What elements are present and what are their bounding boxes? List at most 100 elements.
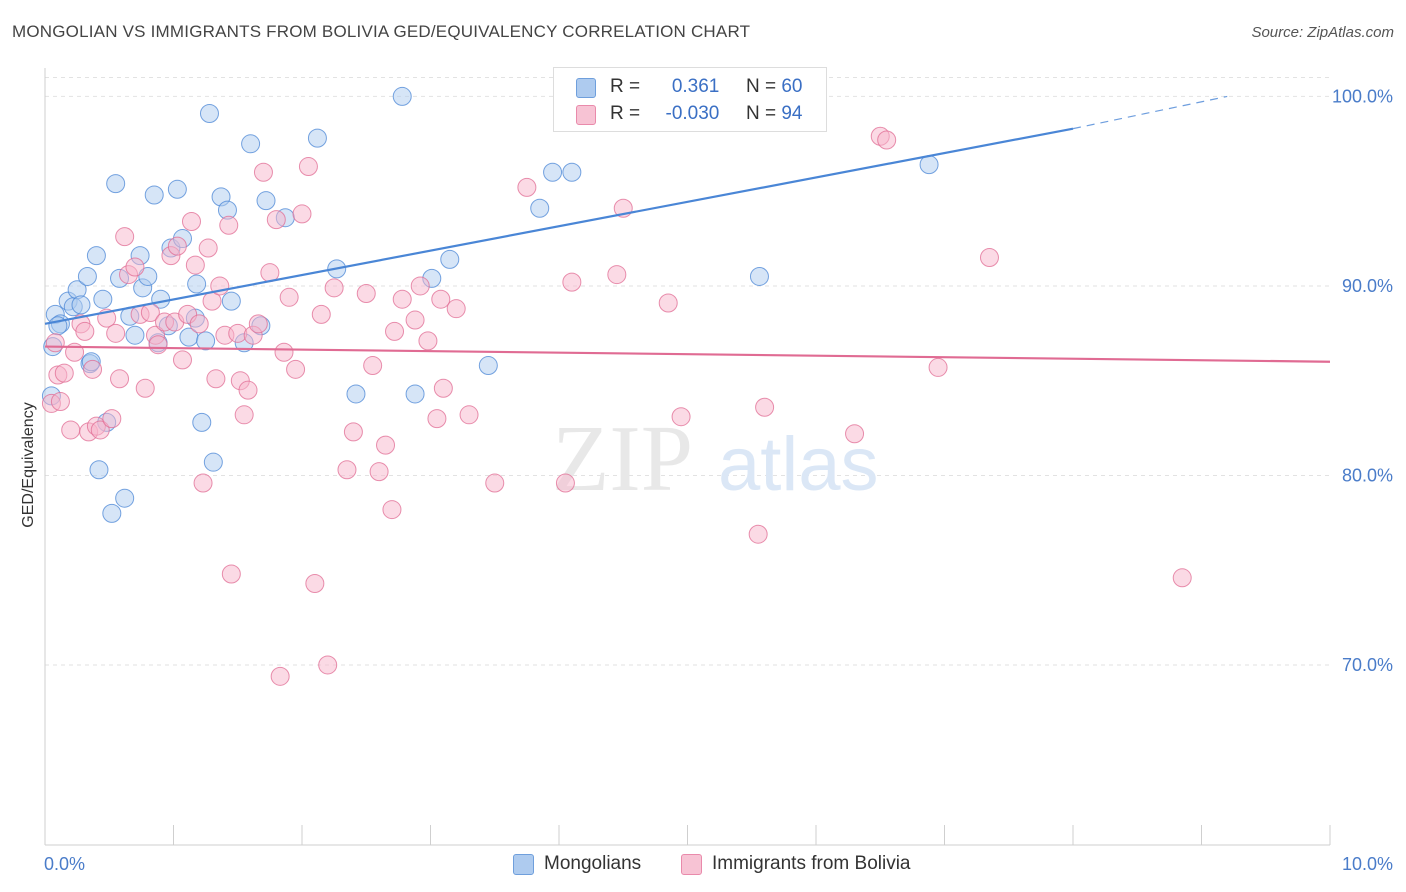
point-bolivia [106,323,126,343]
point-bolivia [433,378,453,398]
y-tick-label: 90.0% [1342,276,1393,296]
point-bolivia [198,238,218,258]
point-bolivia [318,655,338,675]
point-bolivia [517,177,537,197]
point-bolivia [102,409,122,429]
point-bolivia [83,359,103,379]
point-bolivia [110,369,130,389]
legend-n-label: N = [745,76,782,97]
point-bolivia [392,289,412,309]
point-bolivia [234,405,254,425]
point-bolivia [658,293,678,313]
point-mongolian [86,246,106,266]
bottom-legend-label-mongolians: Mongolians [544,853,642,874]
point-mongolian [530,198,550,218]
x-tick-label-max: 10.0% [1342,854,1393,874]
point-mongolian [543,162,563,182]
source-label: Source: ZipAtlas.com [1251,24,1394,41]
point-bolivia [431,289,451,309]
point-bolivia [298,157,318,177]
point-bolivia [167,236,187,256]
point-mongolian [71,295,91,315]
point-bolivia [266,210,286,230]
point-mongolian [562,162,582,182]
point-mongolian [346,384,366,404]
point-mongolian [192,412,212,432]
bottom-legend-swatch-bolivia [681,854,702,875]
point-bolivia [125,257,145,277]
point-bolivia [311,304,331,324]
point-mongolian [478,356,498,376]
point-bolivia [292,204,312,224]
point-bolivia [928,357,948,377]
point-bolivia [274,342,294,362]
point-bolivia [185,255,205,275]
point-bolivia [115,227,135,247]
legend-n-label: N = [745,103,782,124]
point-bolivia [135,378,155,398]
point-mongolian [919,155,939,175]
watermark: ZIP atlas [552,407,879,511]
point-mongolian [199,103,219,123]
point-bolivia [845,424,865,444]
point-bolivia [418,331,438,351]
point-bolivia [877,130,897,150]
bottom-legend-swatch-mongolians [513,854,534,875]
point-bolivia [555,473,575,493]
point-bolivia [405,310,425,330]
point-bolivia [193,473,213,493]
legend-r-label: R = [610,103,646,124]
point-bolivia [286,359,306,379]
point-mongolian [392,86,412,106]
point-bolivia [90,420,110,440]
point-mongolian [106,174,126,194]
y-tick-label: 100.0% [1332,86,1393,106]
legend-swatch-mongolians [576,78,596,98]
point-bolivia [459,405,479,425]
point-mongolian [196,331,216,351]
point-bolivia [172,350,192,370]
watermark-zip: ZIP [552,407,693,511]
y-tick-label: 70.0% [1342,655,1393,675]
point-bolivia [61,420,81,440]
point-bolivia [1172,568,1192,588]
point-mongolian [144,185,164,205]
point-mongolian [405,384,425,404]
point-mongolian [241,134,261,154]
y-tick-labels: 70.0% 80.0% 90.0% 100.0% [1332,86,1393,675]
point-bolivia [50,392,70,412]
stats-legend: R = 0.361 N = 60 R = -0.030 N = 94 [553,67,827,132]
point-bolivia [45,333,65,353]
point-mongolian [89,460,109,480]
trend-line-bolivia [44,345,1331,363]
bottom-legend-label-bolivia: Immigrants from Bolivia [712,853,911,874]
point-mongolian [256,191,276,211]
legend-r-value: -0.030 [665,103,720,124]
point-bolivia [270,666,290,686]
point-bolivia [979,248,999,268]
point-bolivia [363,356,383,376]
legend-n-value: 94 [781,103,803,124]
point-bolivia [181,212,201,232]
point-bolivia [446,299,466,319]
trend-lines [44,95,1331,363]
point-mongolian [125,325,145,345]
point-mongolian [102,503,122,523]
point-mongolian [307,128,327,148]
point-bolivia [485,473,505,493]
legend-n-value: 60 [781,76,803,97]
x-tick-labels: 0.0% 10.0% [44,854,1393,874]
point-mongolian [203,452,223,472]
point-bolivia [206,369,226,389]
point-mongolian [440,249,460,269]
point-bolivia [755,397,775,417]
legend-r-value: 0.361 [671,76,720,97]
trend-line-mongolians [44,127,1074,325]
point-mongolian [93,289,113,309]
point-bolivia [54,363,74,383]
point-bolivia [337,460,357,480]
point-bolivia [385,321,405,341]
point-bolivia [221,564,241,584]
point-bolivia [238,380,258,400]
